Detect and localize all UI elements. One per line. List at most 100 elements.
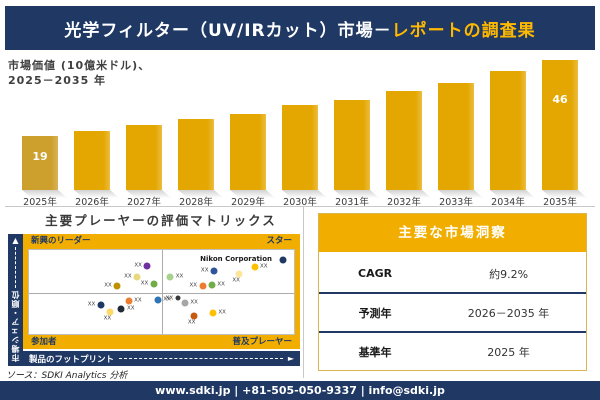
bar-group: 2033年 <box>438 83 474 208</box>
bar-category-label: 2028年 <box>179 197 213 208</box>
matrix-dot-label: XX <box>200 267 209 274</box>
insights-header-gap <box>319 252 586 255</box>
bar-group: 46 2035年 <box>542 60 578 208</box>
insights-panel-title: 主要な市場洞察 <box>319 214 586 252</box>
matrix-dot-label: XX <box>140 280 149 287</box>
bar-category-label: 2026年 <box>75 197 109 208</box>
insights-row-forecast-years: 予測年 2026－2035 年 <box>319 292 586 331</box>
matrix-dot-label: XX <box>126 305 135 312</box>
matrix-dot-label: XX <box>232 277 240 284</box>
bar-category-label: 2032年 <box>387 197 421 208</box>
source-note: ソース：SDKI Analytics 分析 <box>6 371 128 381</box>
insights-value-forecast-years: 2026－2035 年 <box>467 306 550 320</box>
bar-group: 2026年 <box>74 131 110 208</box>
bar-category-label: 2030年 <box>283 197 317 208</box>
bar-category-label: 2033年 <box>439 197 473 208</box>
bar-group: 2030年 <box>282 105 318 208</box>
bar: 2029年 <box>230 114 266 208</box>
matrix-dot-label: XX <box>87 301 96 308</box>
matrix-y-axis: ▲ 市場シェア・順位 <box>8 234 23 366</box>
bar-group: 2028年 <box>178 119 214 208</box>
matrix-dot: XX <box>232 270 243 283</box>
horizontal-divider <box>5 206 595 207</box>
quadrant-label-emerging-leaders: 新興のリーダー <box>31 236 91 246</box>
matrix-dot <box>279 256 287 264</box>
matrix-dot: XX <box>125 297 142 305</box>
footer-contact-bar: www.sdki.jp | +81-505-050-9337 | info@sd… <box>0 381 600 400</box>
bar-group: 19 2025年 <box>22 136 58 208</box>
arrow-up-icon: ▲ <box>12 236 19 245</box>
matrix-dot-label: XX <box>189 282 198 289</box>
bar-value-label: 19 <box>32 149 48 163</box>
vertical-divider <box>303 207 304 378</box>
quadrant-label-pervasive-players: 普及プレーヤー <box>232 336 292 347</box>
matrix-frame: 新興のリーダー スター Nikon Corporation XX XX XX XX XX… <box>23 234 300 366</box>
bar: 2026年 <box>74 131 110 208</box>
y-axis-dashed-line <box>15 247 16 288</box>
page-title-accent: レポートの調査果 <box>391 20 536 41</box>
matrix-dot-label: XX <box>163 296 171 303</box>
bar: 2031年 <box>334 100 370 208</box>
matrix-dot: XX <box>166 273 183 281</box>
y-axis-label: 市場シェア・順位 <box>11 290 20 362</box>
matrix-x-axis: 製品のフットプリント ► <box>23 351 300 366</box>
quadrant-labels-bottom: 参加者 普及プレーヤー <box>28 335 295 350</box>
bar-chart-bars: 19 2025年 2026年 2027年 2028年 2029年 2030年 2031年 203… <box>22 56 578 208</box>
matrix-dot: XX <box>190 282 207 290</box>
insights-label-cagr: CAGR <box>358 267 393 280</box>
matrix-dot-label: XX <box>187 319 196 326</box>
matrix-dot-label: XX <box>165 295 174 302</box>
bar-category-label: 2029年 <box>231 197 265 208</box>
matrix-dot-label: XX <box>104 282 112 289</box>
matrix-dot-label: XX <box>103 315 112 322</box>
bar-group: 2032年 <box>386 91 422 208</box>
bar: 46 2035年 <box>542 60 578 208</box>
bar-value-label: 46 <box>552 92 568 106</box>
bar-category-label: 2025年 <box>23 197 57 208</box>
insights-value-base-year: 2025 年 <box>487 345 530 359</box>
page-title: 光学フィルター（UV/IRカット）市場－レポートの調査果 <box>64 20 536 41</box>
market-insights-panel: 主要な市場洞察 CAGR 約9.2% 予測年 2026－2035 年 基準年 2… <box>318 213 587 371</box>
quadrant-label-participants: 参加者 <box>31 336 57 347</box>
matrix-dot: XX <box>88 301 105 309</box>
matrix-gold-frame: 新興のリーダー スター Nikon Corporation XX XX XX XX XX… <box>23 234 300 349</box>
matrix-dot: XX <box>209 309 226 317</box>
matrix-dot-label: XX <box>175 273 184 280</box>
matrix-dot: XX <box>124 273 141 281</box>
matrix-title: 主要プレーヤーの評価マトリックス <box>45 213 277 228</box>
x-axis-dashed-line <box>119 358 283 359</box>
matrix-plot: Nikon Corporation XX XX XX XX XX XX XX XX XX XX XX… <box>28 248 295 335</box>
matrix-body: ▲ 市場シェア・順位 新興のリーダー スター Nikon Corporation… <box>8 234 300 366</box>
matrix-dot: XX <box>181 299 198 307</box>
insights-label-forecast-years: 予測年 <box>358 306 392 320</box>
bar: 2034年 <box>490 71 526 208</box>
matrix-dot: XX <box>251 263 268 271</box>
bar-chart: 19 2025年 2026年 2027年 2028年 2029年 2030年 2031年 203… <box>8 56 592 208</box>
bar: 2030年 <box>282 105 318 208</box>
matrix-dot-label: XX <box>134 297 142 304</box>
player-matrix-section: 主要プレーヤーの評価マトリックス ▲ 市場シェア・順位 新興のリーダー スター … <box>8 209 300 366</box>
bar-category-label: 2034年 <box>491 197 525 208</box>
bar-group: 2034年 <box>490 71 526 208</box>
insights-value-cagr: 約9.2% <box>489 267 529 281</box>
highlighted-company-label: Nikon Corporation <box>200 254 272 263</box>
insights-row-base-year: 基準年 2025 年 <box>319 331 586 370</box>
header-title-bar: 光学フィルター（UV/IRカット）市場－レポートの調査果 <box>5 6 595 50</box>
matrix-dot-label: XX <box>217 281 225 288</box>
bar: 2032年 <box>386 91 422 208</box>
x-axis-label: 製品のフットプリント <box>29 354 115 365</box>
arrow-right-icon: ► <box>287 353 294 363</box>
matrix-dot: XX <box>188 312 198 325</box>
bar-category-label: 2027年 <box>127 197 161 208</box>
matrix-dot: XX <box>208 281 225 289</box>
matrix-dot-label: XX <box>190 299 198 306</box>
matrix-dot: XX <box>154 296 171 304</box>
matrix-dot-label: XX <box>124 273 132 280</box>
bar-group: 2029年 <box>230 114 266 208</box>
matrix-dot: XX <box>104 282 121 290</box>
insights-label-base-year: 基準年 <box>358 345 392 359</box>
bar-category-label: 2035年 <box>543 197 577 208</box>
matrix-dot-label: XX <box>134 262 142 269</box>
bar-category-label: 2031年 <box>335 197 369 208</box>
